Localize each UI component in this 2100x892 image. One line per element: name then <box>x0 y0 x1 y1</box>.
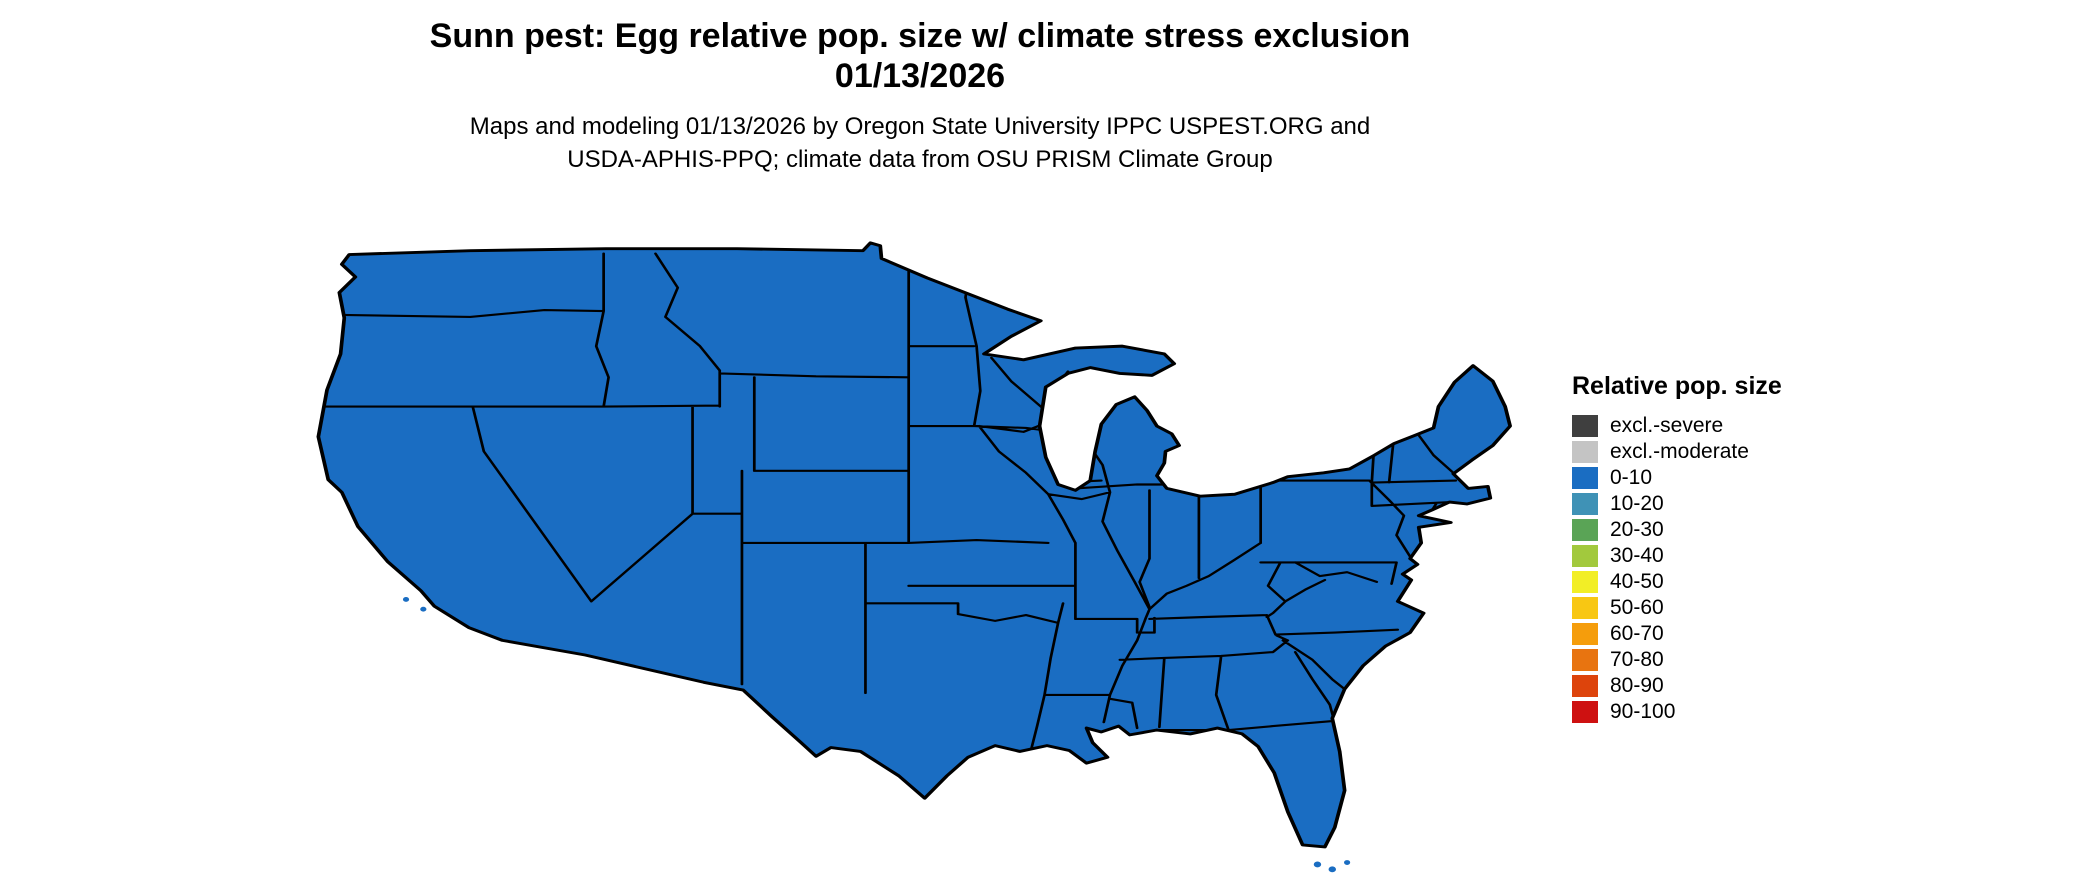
legend-item: 0-10 <box>1572 465 1832 491</box>
legend-item-label: 90-100 <box>1610 700 1676 723</box>
legend-color-swatch <box>1572 467 1598 489</box>
title-line-1: Sunn pest: Egg relative pop. size w/ cli… <box>429 17 1411 55</box>
legend-color-swatch <box>1572 519 1598 541</box>
legend-item: excl.-moderate <box>1572 439 1832 465</box>
legend-item: 10-20 <box>1572 491 1832 517</box>
legend-item-label: excl.-moderate <box>1610 440 1749 463</box>
legend-items: excl.-severe excl.-moderate 0-10 10-20 20-30… <box>1572 413 1832 725</box>
legend-color-swatch <box>1572 493 1598 515</box>
nation-outline <box>316 241 1512 849</box>
legend-item: 90-100 <box>1572 699 1832 725</box>
subtitle-line-1: Maps and modeling 01/13/2026 by Oregon S… <box>469 113 1371 140</box>
legend-item: 40-50 <box>1572 569 1832 595</box>
channel-islands <box>402 597 427 612</box>
page-subtitle: Maps and modeling 01/13/2026 by Oregon S… <box>0 110 1840 176</box>
legend-item-label: 30-40 <box>1610 544 1664 567</box>
legend-color-swatch <box>1572 675 1598 697</box>
legend-item-label: 50-60 <box>1610 596 1664 619</box>
legend-item: 80-90 <box>1572 673 1832 699</box>
legend-item-label: 20-30 <box>1610 518 1664 541</box>
legend-item: 20-30 <box>1572 517 1832 543</box>
legend-item-label: excl.-severe <box>1610 414 1724 437</box>
page-title: Sunn pest: Egg relative pop. size w/ cli… <box>0 16 1840 96</box>
legend-item-label: 60-70 <box>1610 622 1664 645</box>
legend-color-swatch <box>1572 545 1598 567</box>
legend: Relative pop. size excl.-severe excl.-mod… <box>1572 372 1832 725</box>
legend-item-label: 80-90 <box>1610 674 1664 697</box>
legend-color-swatch <box>1572 441 1598 463</box>
legend-color-swatch <box>1572 415 1598 437</box>
legend-item-label: 70-80 <box>1610 648 1664 671</box>
subtitle-line-2: USDA-APHIS-PPQ; climate data from OSU PR… <box>567 146 1273 173</box>
title-line-2: 01/13/2026 <box>834 57 1006 95</box>
legend-color-swatch <box>1572 571 1598 593</box>
title-block: Sunn pest: Egg relative pop. size w/ cli… <box>0 16 1840 176</box>
legend-title: Relative pop. size <box>1572 372 1782 400</box>
legend-item: 30-40 <box>1572 543 1832 569</box>
us-map-svg <box>316 241 1512 873</box>
us-choropleth-map <box>285 200 1520 882</box>
legend-color-swatch <box>1572 701 1598 723</box>
legend-item: excl.-severe <box>1572 413 1832 439</box>
legend-item-label: 0-10 <box>1610 466 1653 489</box>
legend-item: 70-80 <box>1572 647 1832 673</box>
legend-item-label: 10-20 <box>1610 492 1664 515</box>
legend-item-label: 40-50 <box>1610 570 1664 593</box>
legend-item: 60-70 <box>1572 621 1832 647</box>
florida-keys-islands <box>1313 860 1351 873</box>
legend-item: 50-60 <box>1572 595 1832 621</box>
legend-color-swatch <box>1572 623 1598 645</box>
legend-color-swatch <box>1572 649 1598 671</box>
legend-color-swatch <box>1572 597 1598 619</box>
